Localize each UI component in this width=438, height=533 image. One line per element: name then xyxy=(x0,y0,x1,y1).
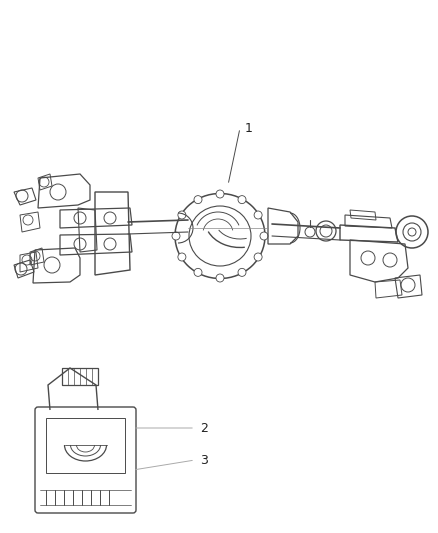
Text: 3: 3 xyxy=(200,454,208,466)
Text: 2: 2 xyxy=(200,422,208,434)
Text: 1: 1 xyxy=(245,122,253,134)
Circle shape xyxy=(254,211,262,219)
Circle shape xyxy=(194,196,202,204)
Circle shape xyxy=(178,211,186,219)
Circle shape xyxy=(238,269,246,277)
Circle shape xyxy=(305,227,315,237)
Circle shape xyxy=(216,274,224,282)
Circle shape xyxy=(238,196,246,204)
Circle shape xyxy=(216,190,224,198)
Circle shape xyxy=(194,269,202,277)
Circle shape xyxy=(408,228,416,236)
Circle shape xyxy=(254,253,262,261)
Circle shape xyxy=(260,232,268,240)
Circle shape xyxy=(178,253,186,261)
Circle shape xyxy=(172,232,180,240)
